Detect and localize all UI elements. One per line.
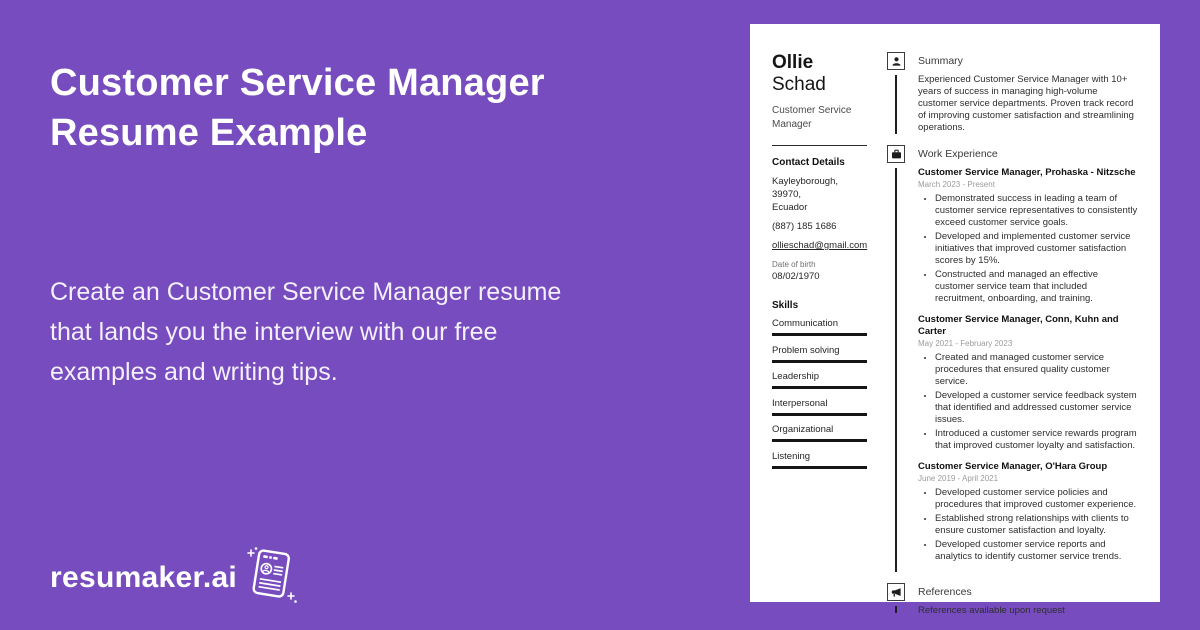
- skill-label: Leadership: [772, 371, 820, 382]
- skill-level-bar: [772, 333, 867, 336]
- contact-email-link[interactable]: ollieschad@gmail.com: [772, 240, 868, 251]
- contact-heading: Contact Details: [772, 157, 845, 168]
- skill-label: Organizational: [772, 424, 834, 435]
- job-bullet: Developed and implemented customer servi…: [935, 231, 1138, 267]
- briefcase-icon: [887, 145, 905, 163]
- contact-phone: (887) 185 1686: [772, 221, 837, 232]
- sidebar-divider: [772, 145, 867, 146]
- contact-address-line1: Kayleyborough, 39970,: [772, 176, 839, 200]
- brand-logo[interactable]: resumaker.ai: [50, 546, 299, 609]
- job-bullet: Developed a customer service feedback sy…: [935, 390, 1138, 426]
- job-entry: Customer Service Manager, Prohaska - Nit…: [918, 167, 1138, 305]
- skill-item: Problem solving: [772, 345, 867, 363]
- skill-item: Organizational: [772, 424, 867, 442]
- candidate-job-title: Customer Service Manager: [772, 105, 852, 130]
- contact-address-line2: Ecuador: [772, 202, 808, 213]
- brand-name: resumaker.ai: [50, 560, 238, 594]
- summary-label: Summary: [918, 55, 963, 67]
- candidate-first-name: Ollie: [772, 52, 814, 73]
- job-dates: June 2019 - April 2021: [918, 474, 999, 483]
- references-label: References: [918, 586, 972, 598]
- candidate-last-name: Schad: [772, 74, 826, 95]
- skill-item: Communication: [772, 318, 867, 336]
- skill-label: Listening: [772, 450, 811, 462]
- job-bullets: Created and managed customer service pro…: [918, 352, 1138, 452]
- job-title: Customer Service Manager, O'Hara Group: [918, 461, 1108, 472]
- megaphone-icon: [887, 583, 905, 601]
- job-bullet: Constructed and managed an effective cus…: [935, 269, 1138, 305]
- job-dates: March 2023 - Present: [918, 180, 995, 189]
- job-title: Customer Service Manager, Conn, Kuhn and…: [918, 314, 1119, 337]
- timeline-rail: [887, 583, 905, 617]
- summary-text: Experienced Customer Service Manager wit…: [918, 74, 1134, 133]
- resume-document-icon: [243, 546, 299, 609]
- job-bullet: Developed customer service reports and a…: [935, 539, 1138, 563]
- timeline-rail: [887, 145, 905, 572]
- job-entry: Customer Service Manager, Conn, Kuhn and…: [918, 314, 1138, 452]
- dob-value: 08/02/1970: [772, 271, 820, 282]
- page-title: Customer Service Manager Resume Example: [50, 62, 545, 154]
- resume-sidebar: Ollie Schad Customer Service Manager Con…: [772, 52, 867, 628]
- summary-section: Summary Experienced Customer Service Man…: [887, 52, 1138, 134]
- work-experience-section: Work Experience Customer Service Manager…: [887, 145, 1138, 572]
- job-bullets: Demonstrated success in leading a team o…: [918, 193, 1138, 305]
- hero-description: Create an Customer Service Manager resum…: [50, 278, 562, 386]
- skill-level-bar: [772, 412, 867, 416]
- job-bullet: Established strong relationships with cl…: [935, 513, 1138, 537]
- skill-label: Problem solving: [772, 344, 840, 356]
- references-section: References References available upon req…: [887, 583, 1138, 617]
- skill-item: Leadership: [772, 371, 867, 389]
- skills-heading: Skills: [772, 300, 799, 311]
- resume-preview: Ollie Schad Customer Service Manager Con…: [750, 24, 1160, 616]
- references-text: References available upon request: [918, 605, 1065, 616]
- work-experience-label: Work Experience: [918, 148, 998, 160]
- skill-level-bar: [772, 465, 867, 469]
- job-dates: May 2021 - February 2023: [918, 339, 1013, 348]
- skill-level-bar: [772, 386, 867, 389]
- job-bullet: Demonstrated success in leading a team o…: [935, 193, 1138, 229]
- job-bullet: Developed customer service policies and …: [935, 487, 1138, 511]
- timeline-rail: [887, 52, 905, 134]
- timeline-line: [895, 606, 897, 613]
- job-title: Customer Service Manager, Prohaska - Nit…: [918, 167, 1136, 178]
- skills-section: Skills Communication Problem solving Lea…: [772, 300, 867, 469]
- skill-level-bar: [772, 359, 867, 363]
- skill-item: Interpersonal: [772, 398, 867, 416]
- job-bullet: Introduced a customer service rewards pr…: [935, 428, 1138, 452]
- job-bullet: Created and managed customer service pro…: [935, 352, 1138, 388]
- person-icon: [887, 52, 905, 70]
- skill-level-bar: [772, 439, 867, 442]
- skill-item: Listening: [772, 451, 867, 469]
- resume-main-column: Summary Experienced Customer Service Man…: [887, 52, 1138, 628]
- job-bullets: Developed customer service policies and …: [918, 487, 1138, 563]
- skill-label: Communication: [772, 318, 838, 329]
- dob-label: Date of birth: [772, 260, 816, 269]
- timeline-line: [895, 168, 897, 572]
- skill-label: Interpersonal: [772, 397, 828, 409]
- job-entry: Customer Service Manager, O'Hara Group J…: [918, 461, 1138, 563]
- timeline-line: [895, 75, 897, 134]
